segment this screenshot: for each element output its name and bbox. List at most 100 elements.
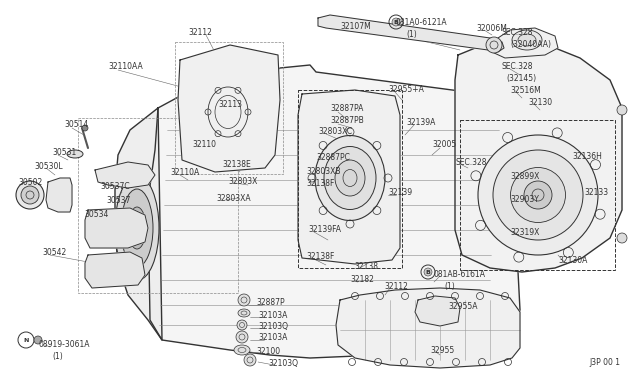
Text: 30530L: 30530L [34, 162, 63, 171]
Polygon shape [178, 45, 280, 172]
Text: 32139FA: 32139FA [308, 225, 341, 234]
Ellipse shape [236, 331, 248, 343]
Ellipse shape [238, 294, 250, 306]
Text: 32138: 32138 [354, 262, 378, 271]
Text: 32955A: 32955A [448, 302, 477, 311]
Circle shape [617, 233, 627, 243]
Text: SEC.328: SEC.328 [456, 158, 488, 167]
Ellipse shape [335, 160, 365, 196]
Ellipse shape [67, 150, 83, 158]
Text: (32145): (32145) [506, 74, 536, 83]
Circle shape [424, 268, 432, 276]
Circle shape [486, 37, 502, 53]
Ellipse shape [511, 167, 566, 222]
Text: 30502: 30502 [18, 178, 42, 187]
Ellipse shape [16, 181, 44, 209]
Text: 32182: 32182 [350, 275, 374, 284]
Circle shape [34, 336, 42, 344]
Text: 32130: 32130 [528, 98, 552, 107]
Text: J3P 00 1: J3P 00 1 [589, 358, 620, 367]
Text: SEC.328: SEC.328 [502, 28, 534, 37]
Text: 32138F: 32138F [306, 179, 334, 188]
Ellipse shape [524, 181, 552, 209]
Ellipse shape [512, 30, 542, 50]
Ellipse shape [133, 219, 141, 237]
Text: B: B [426, 269, 431, 275]
Text: 32516M: 32516M [510, 86, 541, 95]
Ellipse shape [493, 150, 583, 240]
Text: 32803X: 32803X [228, 177, 257, 186]
Polygon shape [46, 178, 72, 212]
Text: 32136H: 32136H [572, 152, 602, 161]
Ellipse shape [238, 309, 250, 317]
Text: SEC.328: SEC.328 [502, 62, 534, 71]
Text: 32112: 32112 [384, 282, 408, 291]
Polygon shape [415, 296, 460, 326]
Circle shape [392, 18, 400, 26]
Polygon shape [492, 28, 558, 58]
Text: 32903Y: 32903Y [510, 195, 539, 204]
Polygon shape [336, 288, 520, 368]
Text: 32887P: 32887P [256, 298, 285, 307]
Circle shape [82, 125, 88, 131]
Text: 081A0-6121A: 081A0-6121A [396, 18, 447, 27]
Text: 32130A: 32130A [558, 256, 588, 265]
Polygon shape [115, 108, 162, 340]
Text: 30514: 30514 [64, 120, 88, 129]
Polygon shape [298, 90, 400, 264]
Text: B: B [394, 19, 399, 25]
Text: 32100: 32100 [256, 347, 280, 356]
Circle shape [617, 105, 627, 115]
Text: 32113: 32113 [218, 100, 242, 109]
Text: 32803XC: 32803XC [318, 127, 352, 136]
Bar [460, 120, 615, 270]
Text: 32110A: 32110A [170, 168, 199, 177]
Ellipse shape [244, 354, 256, 366]
Ellipse shape [518, 34, 536, 46]
Bar [175, 42, 283, 174]
Text: 32803XB: 32803XB [306, 167, 340, 176]
Text: 32103Q: 32103Q [268, 359, 298, 368]
Ellipse shape [237, 320, 247, 330]
Ellipse shape [324, 147, 376, 209]
Text: 32887PA: 32887PA [330, 104, 364, 113]
Text: (1): (1) [52, 352, 63, 361]
Polygon shape [318, 15, 504, 52]
Polygon shape [455, 42, 622, 272]
Ellipse shape [21, 186, 39, 204]
Text: 32103A: 32103A [258, 311, 287, 320]
Ellipse shape [128, 207, 146, 249]
Text: 32110: 32110 [192, 140, 216, 149]
Ellipse shape [478, 135, 598, 255]
Text: 08919-3061A: 08919-3061A [38, 340, 90, 349]
Polygon shape [85, 252, 145, 288]
Text: 32955: 32955 [430, 346, 454, 355]
Ellipse shape [121, 189, 153, 267]
Ellipse shape [115, 176, 159, 280]
Text: 30542: 30542 [42, 248, 67, 257]
Text: 30534: 30534 [84, 210, 108, 219]
Text: 32887PC: 32887PC [316, 153, 350, 162]
Polygon shape [148, 65, 520, 358]
Text: 32103A: 32103A [258, 333, 287, 342]
Bar [298, 90, 402, 268]
Bar [78, 118, 238, 293]
Text: 32138F: 32138F [306, 252, 334, 261]
Text: N: N [23, 337, 29, 343]
Text: 32133: 32133 [584, 188, 608, 197]
Text: 32319X: 32319X [510, 228, 540, 237]
Text: 32112: 32112 [188, 28, 212, 37]
Text: 32103Q: 32103Q [258, 322, 288, 331]
Text: 32107M: 32107M [340, 22, 371, 31]
Text: 30537C: 30537C [100, 182, 130, 191]
Polygon shape [85, 208, 148, 248]
Text: 32110AA: 32110AA [108, 62, 143, 71]
Text: 32006M: 32006M [476, 24, 507, 33]
Text: 32955+A: 32955+A [388, 85, 424, 94]
Text: 32139: 32139 [388, 188, 412, 197]
Text: 32139A: 32139A [406, 118, 435, 127]
Text: 32887PB: 32887PB [330, 116, 364, 125]
Text: 30537: 30537 [106, 196, 131, 205]
Text: 30531: 30531 [52, 148, 76, 157]
Text: (1): (1) [406, 30, 417, 39]
